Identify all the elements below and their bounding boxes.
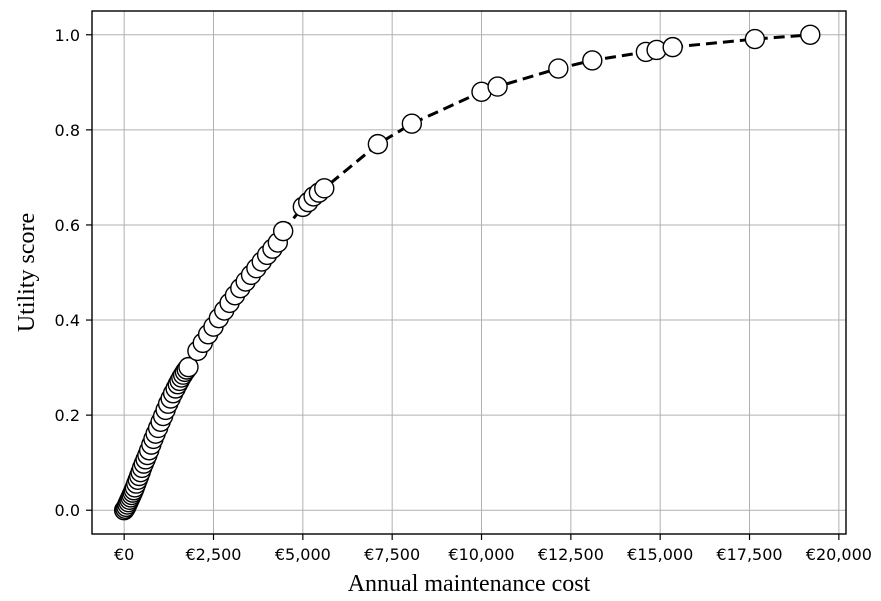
- y-tick-label: 0.2: [55, 406, 80, 425]
- data-point: [272, 220, 294, 242]
- x-tick-label: €7,500: [364, 545, 420, 564]
- y-tick-label: 0.4: [55, 311, 80, 330]
- data-point: [800, 24, 821, 45]
- x-tick-label: €17,500: [716, 545, 782, 564]
- x-tick-label: €12,500: [538, 545, 604, 564]
- x-tick-label: €15,000: [627, 545, 693, 564]
- series-line: [122, 33, 811, 512]
- series-layer: [113, 24, 821, 521]
- data-point: [744, 28, 766, 50]
- data-point: [314, 178, 335, 199]
- y-tick-label: 1.0: [55, 26, 80, 45]
- x-axis-title: Annual maintenance cost: [348, 571, 591, 597]
- x-tick-label: €0: [114, 545, 134, 564]
- data-point: [487, 76, 508, 97]
- y-tick-label: 0.6: [55, 216, 80, 235]
- y-tick-label: 0.0: [55, 501, 80, 520]
- x-tick-label: €20,000: [806, 545, 872, 564]
- data-point: [662, 36, 683, 58]
- y-axis-title: Utility score: [14, 213, 40, 332]
- plot-frame: [91, 10, 847, 535]
- data-point: [548, 58, 569, 79]
- data-point: [178, 356, 199, 378]
- x-tick-label: €2,500: [186, 545, 242, 564]
- x-tick-label: €10,000: [448, 545, 514, 564]
- data-point: [367, 133, 389, 155]
- y-tick-label: 0.8: [55, 121, 80, 140]
- data-point: [401, 113, 423, 134]
- grid-lines: [92, 11, 846, 534]
- x-tick-label: €5,000: [275, 545, 331, 564]
- data-points: [113, 24, 821, 521]
- data-point: [582, 50, 603, 71]
- axis-ticks: €0 €2,500 €5,000 €7,500 €10,000 €12,500 €15,00…: [55, 26, 872, 564]
